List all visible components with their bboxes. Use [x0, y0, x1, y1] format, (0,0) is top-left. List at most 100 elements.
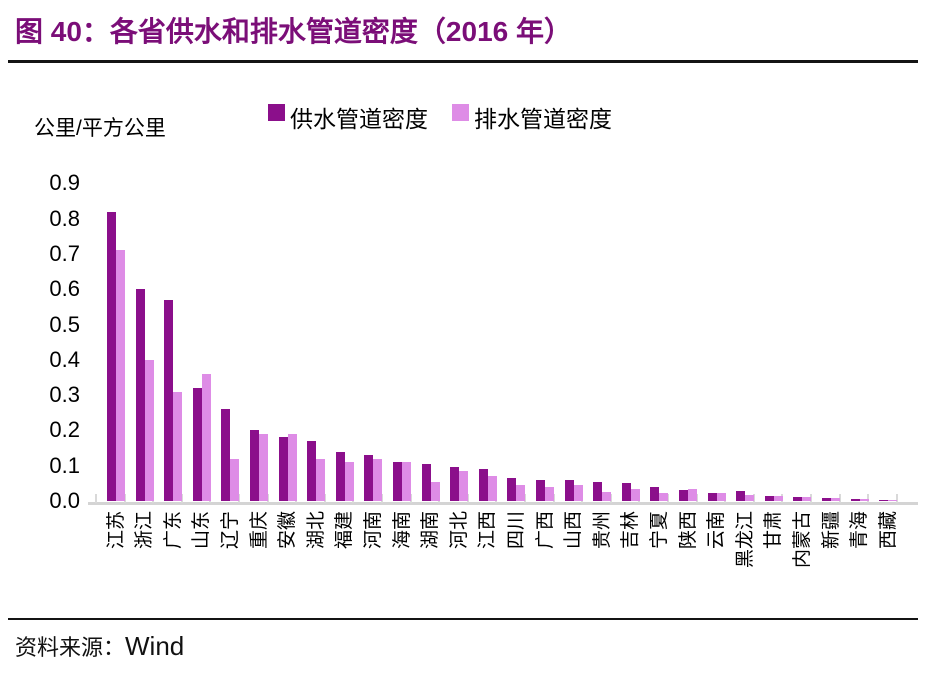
drainage-bar-云南 — [716, 492, 726, 501]
supply-bar-山东 — [192, 388, 202, 501]
x-axis-category-label: 吉林 — [620, 511, 642, 550]
supply-bar-湖北 — [307, 440, 317, 501]
drainage-bar-安徽 — [287, 433, 297, 501]
x-axis-category-label: 贵州 — [591, 511, 613, 550]
drainage-bar-四川 — [516, 485, 526, 501]
x-axis-category-label: 陕西 — [677, 511, 699, 550]
drainage-series-swatch-icon — [452, 104, 469, 121]
y-axis-tick-label: 0.2 — [49, 417, 80, 443]
y-axis-tick-label: 0.3 — [49, 382, 80, 408]
supply-bar-广东 — [164, 299, 174, 501]
source-label: 资料来源： — [15, 636, 126, 661]
drainage-bar-内蒙古 — [802, 497, 812, 501]
supply-bar-贵州 — [593, 481, 603, 501]
supply-bar-重庆 — [250, 430, 259, 501]
x-axis-category-label: 山东 — [191, 511, 213, 550]
legend-item-supply: 供水管道密度 — [268, 100, 428, 134]
source-value: Wind — [125, 631, 185, 661]
supply-bar-新疆 — [822, 498, 831, 501]
drainage-bar-山东 — [201, 373, 211, 501]
supply-bar-甘肃 — [764, 496, 774, 501]
supply-bar-西藏 — [879, 499, 889, 501]
x-axis-category-label: 山西 — [563, 511, 585, 550]
supply-bar-辽宁 — [221, 409, 231, 501]
chart-legend: 供水管道密度 排水管道密度 — [268, 100, 612, 134]
x-axis-category-label: 四川 — [505, 511, 527, 550]
supply-bar-福建 — [335, 451, 345, 501]
y-axis-tick-label: 0.6 — [49, 276, 80, 302]
x-axis-category-label: 海南 — [391, 511, 413, 550]
supply-bar-江苏 — [107, 211, 116, 501]
x-axis-category-label: 江西 — [477, 511, 499, 550]
supply-bar-广西 — [536, 479, 545, 501]
x-axis-category-label: 河南 — [362, 511, 384, 550]
x-axis-category-label: 甘肃 — [763, 511, 785, 550]
supply-bar-山西 — [564, 479, 574, 501]
drainage-bar-湖南 — [430, 481, 440, 501]
legend-item-drainage: 排水管道密度 — [452, 100, 612, 134]
x-axis-tick-mark — [867, 494, 870, 503]
x-axis-category-label: 青海 — [849, 511, 871, 550]
drainage-bar-重庆 — [259, 433, 268, 501]
supply-bar-黑龙江 — [736, 491, 746, 501]
x-axis-category-label: 重庆 — [248, 511, 270, 550]
drainage-bar-广东 — [173, 391, 183, 501]
supply-bar-吉林 — [621, 483, 631, 501]
drainage-bar-湖北 — [316, 458, 326, 501]
supply-series-swatch-icon — [268, 104, 285, 121]
x-axis-tick-mark — [895, 494, 898, 503]
supply-bar-浙江 — [135, 289, 145, 501]
supply-bar-海南 — [393, 462, 402, 501]
supply-bar-青海 — [850, 499, 860, 501]
x-axis-tick-mark — [95, 494, 97, 503]
y-axis-tick-label: 0.0 — [49, 488, 80, 513]
x-axis-category-label: 江苏 — [105, 511, 127, 550]
x-axis-category-label: 湖北 — [305, 511, 327, 550]
supply-bar-云南 — [707, 492, 717, 501]
data-source: 资料来源：Wind — [15, 630, 184, 662]
x-axis-category-label: 西藏 — [877, 511, 899, 550]
x-axis-category-label: 宁夏 — [648, 511, 670, 550]
x-axis-category-label: 广西 — [534, 511, 556, 550]
footer-divider — [8, 618, 918, 620]
y-axis-tick-label: 0.5 — [49, 311, 80, 337]
y-axis-tick-label: 0.4 — [49, 346, 80, 372]
y-axis-tick-label: 0.9 — [49, 170, 80, 196]
x-axis-category-label: 黑龙江 — [734, 511, 756, 569]
drainage-bar-山西 — [573, 485, 583, 501]
y-axis-tick-label: 0.1 — [49, 452, 80, 478]
drainage-bar-西藏 — [888, 500, 898, 501]
x-axis-category-label: 内蒙古 — [791, 511, 813, 569]
x-axis-category-label: 河北 — [448, 511, 470, 550]
supply-bar-河南 — [364, 455, 374, 501]
supply-bar-陕西 — [679, 489, 688, 501]
drainage-bar-广西 — [545, 486, 554, 501]
supply-bar-宁夏 — [650, 486, 660, 501]
supply-bar-河北 — [450, 467, 460, 501]
drainage-bar-新疆 — [831, 497, 840, 501]
supply-bar-江西 — [478, 469, 488, 501]
supply-bar-四川 — [507, 478, 517, 501]
x-axis-category-label: 浙江 — [134, 511, 156, 550]
figure-title: 图 40：各省供水和排水管道密度（2016 年） — [15, 16, 572, 47]
x-axis-category-label: 安徽 — [277, 511, 299, 550]
x-axis-category-label: 湖南 — [420, 511, 442, 550]
drainage-bar-吉林 — [630, 488, 640, 501]
drainage-bar-辽宁 — [230, 458, 240, 501]
drainage-bar-福建 — [344, 462, 354, 501]
x-axis-category-label: 新疆 — [820, 511, 842, 550]
title-divider — [8, 60, 918, 63]
supply-bar-安徽 — [278, 437, 288, 501]
drainage-bar-河北 — [459, 470, 469, 501]
drainage-bar-黑龙江 — [745, 494, 755, 501]
x-axis-category-label: 广东 — [162, 511, 184, 550]
drainage-bar-江苏 — [116, 250, 125, 501]
drainage-bar-陕西 — [688, 488, 697, 501]
x-axis-category-label: 福建 — [334, 511, 356, 550]
y-axis-unit-label: 公里/平方公里 — [34, 117, 166, 140]
x-axis-category-label: 云南 — [706, 511, 728, 550]
drainage-bar-海南 — [402, 462, 411, 501]
drainage-series-label: 排水管道密度 — [474, 106, 612, 132]
drainage-bar-宁夏 — [659, 493, 669, 501]
